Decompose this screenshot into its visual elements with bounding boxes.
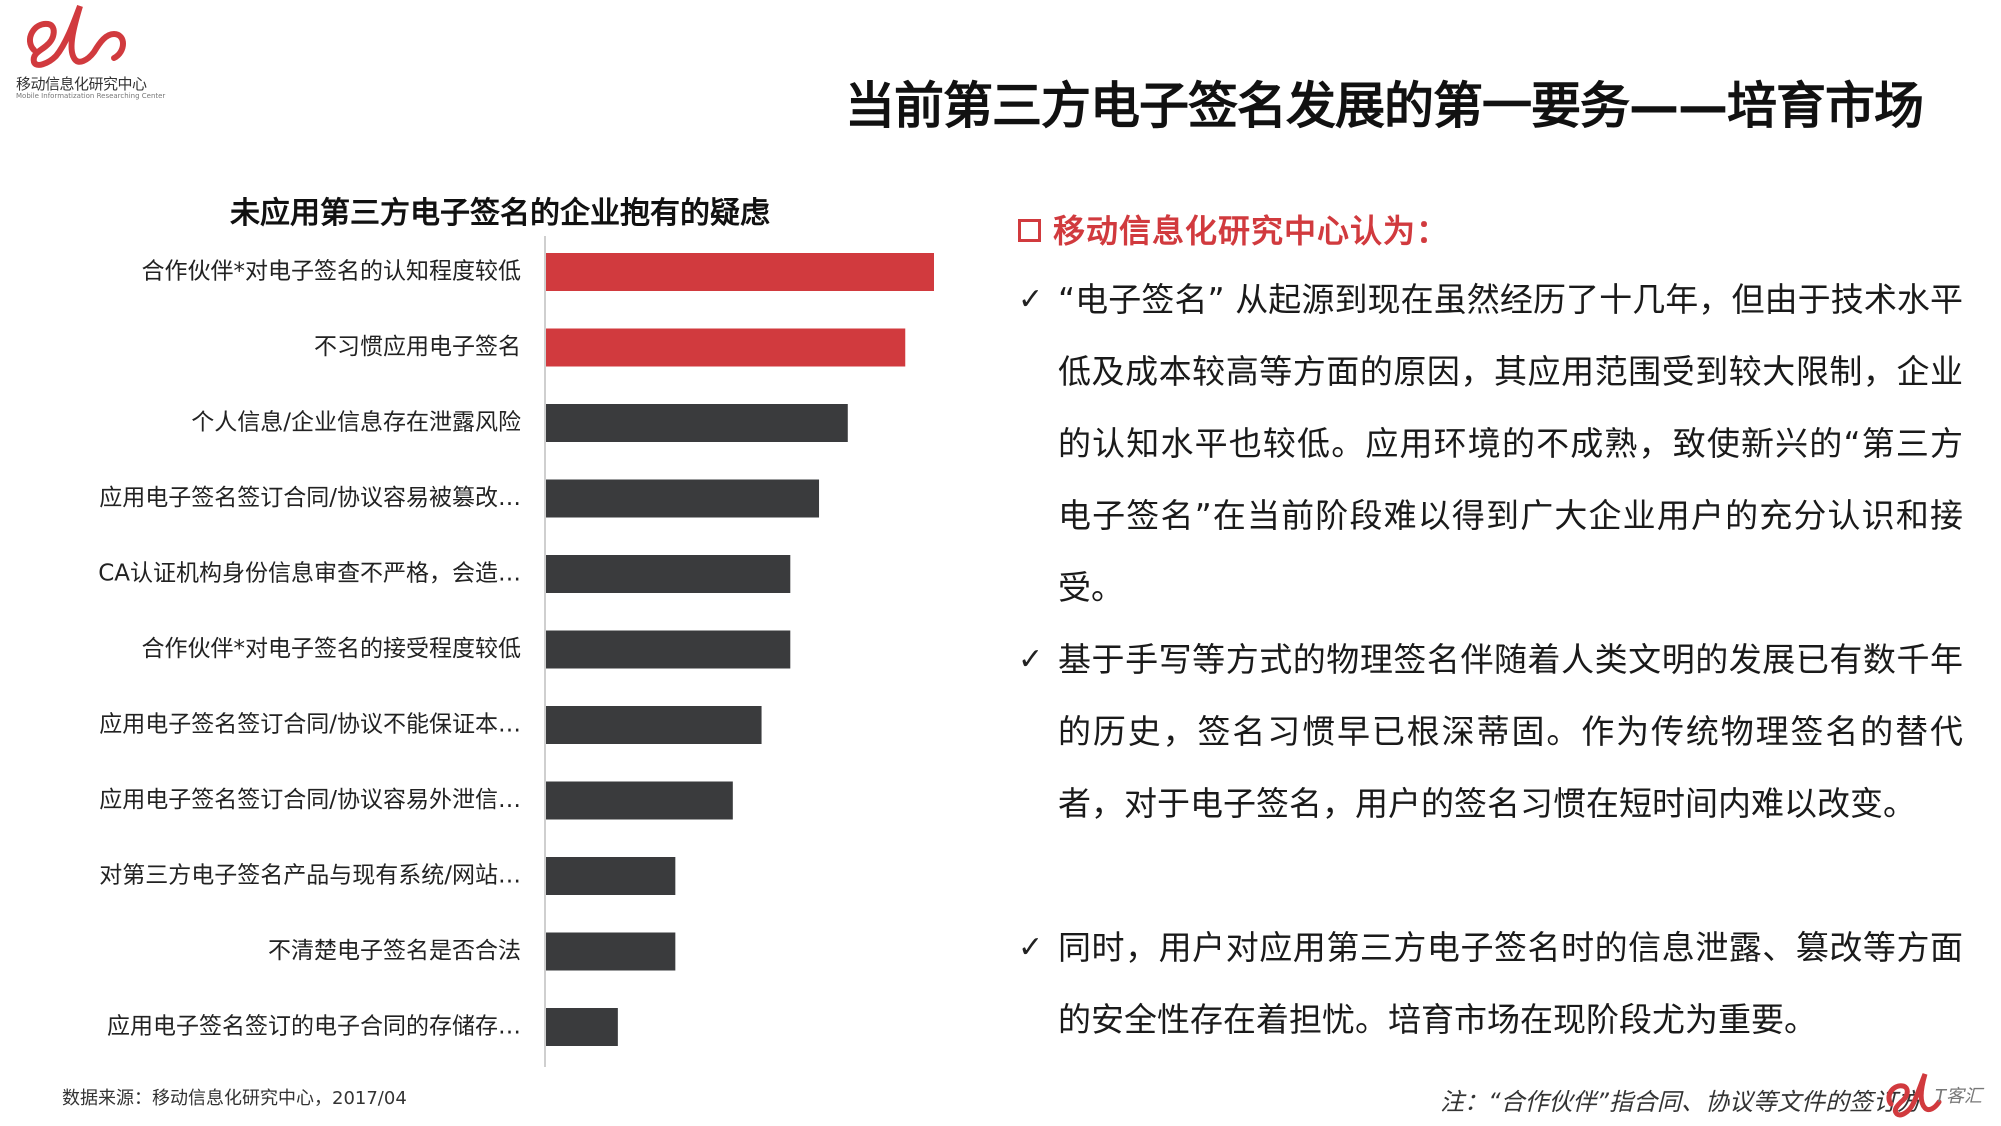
checkmark-icon: ✓ bbox=[1018, 642, 1044, 677]
category-label: CA认证机构身份信息审查不严格，会造… bbox=[98, 561, 521, 587]
category-label: 应用电子签名签订的电子合同的存储存… bbox=[107, 1014, 521, 1040]
bar bbox=[546, 932, 676, 971]
analysis-point: ✓ 基于手写等方式的物理签名伴随着人类文明的发展已有数千年的历史，签名习惯早已根… bbox=[1018, 624, 1963, 840]
logo-name-en: Mobile Informatization Researching Cente… bbox=[16, 92, 166, 100]
bar bbox=[546, 706, 762, 744]
checkmark-icon: ✓ bbox=[1018, 930, 1044, 965]
category-label: 不清楚电子签名是否合法 bbox=[268, 938, 521, 964]
watermark: T客汇 bbox=[1885, 1068, 1993, 1118]
logo-mark-icon bbox=[27, 4, 126, 68]
bar bbox=[546, 253, 934, 291]
brand-logo: 移动信息化研究中心 Mobile Informatization Researc… bbox=[14, 0, 166, 100]
checkmark-icon: ✓ bbox=[1018, 282, 1044, 317]
bar bbox=[546, 404, 848, 442]
bar bbox=[546, 328, 906, 367]
category-label: 对第三方电子签名产品与现有系统/网站… bbox=[99, 863, 521, 889]
category-label: 个人信息/企业信息存在泄露风险 bbox=[191, 410, 521, 436]
analysis-point-text: “电子签名” 从起源到现在虽然经历了十几年，但由于技术水平低及成本较高等方面的原… bbox=[1058, 280, 1963, 607]
page-title: 当前第三方电子签名发展的第一要务——培育市场 bbox=[845, 77, 1924, 135]
footnote: 注：“合作伙伴”指合同、协议等文件的签订方 bbox=[1440, 1088, 1921, 1116]
panel-heading: 移动信息化研究中心认为： bbox=[1018, 206, 1449, 252]
bar bbox=[546, 479, 820, 518]
analysis-point: ✓ 同时，用户对应用第三方电子签名时的信息泄露、篡改等方面的安全性存在着担忧。培… bbox=[1018, 912, 1963, 1056]
category-label: 合作伙伴*对电子签名的认知程度较低 bbox=[142, 259, 522, 285]
analysis-point-text: 同时，用户对应用第三方电子签名时的信息泄露、篡改等方面的安全性存在着担忧。培育市… bbox=[1058, 928, 1963, 1039]
category-label: 应用电子签名签订合同/协议不能保证本… bbox=[99, 712, 521, 738]
category-label: 应用电子签名签订合同/协议容易外泄信… bbox=[99, 787, 521, 813]
bar-chart: 合作伙伴*对电子签名的认知程度较低不习惯应用电子签名个人信息/企业信息存在泄露风… bbox=[98, 236, 934, 1067]
category-label: 不习惯应用电子签名 bbox=[314, 334, 521, 360]
logo-name-cn: 移动信息化研究中心 bbox=[16, 75, 147, 93]
bar bbox=[546, 555, 791, 593]
watermark-text: T客汇 bbox=[1935, 1086, 1982, 1107]
category-label: 应用电子签名签订合同/协议容易被篡改… bbox=[99, 485, 521, 511]
analysis-point: ✓ “电子签名” 从起源到现在虽然经历了十几年，但由于技术水平低及成本较高等方面… bbox=[1018, 264, 1963, 624]
analysis-point-text: 基于手写等方式的物理签名伴随着人类文明的发展已有数千年的历史，签名习惯早已根深蒂… bbox=[1058, 640, 1963, 823]
bar bbox=[546, 781, 733, 820]
category-label: 合作伙伴*对电子签名的接受程度较低 bbox=[142, 636, 522, 662]
watermark-logo-icon bbox=[1886, 1073, 1942, 1118]
chart-title: 未应用第三方电子签名的企业抱有的疑虑 bbox=[230, 196, 770, 231]
bar bbox=[546, 1008, 618, 1046]
panel-heading-text: 移动信息化研究中心认为： bbox=[1053, 212, 1450, 250]
data-source: 数据来源：移动信息化研究中心，2017/04 bbox=[62, 1088, 407, 1109]
square-bullet-icon bbox=[1018, 219, 1041, 242]
bar bbox=[546, 630, 791, 669]
bar bbox=[546, 857, 676, 895]
